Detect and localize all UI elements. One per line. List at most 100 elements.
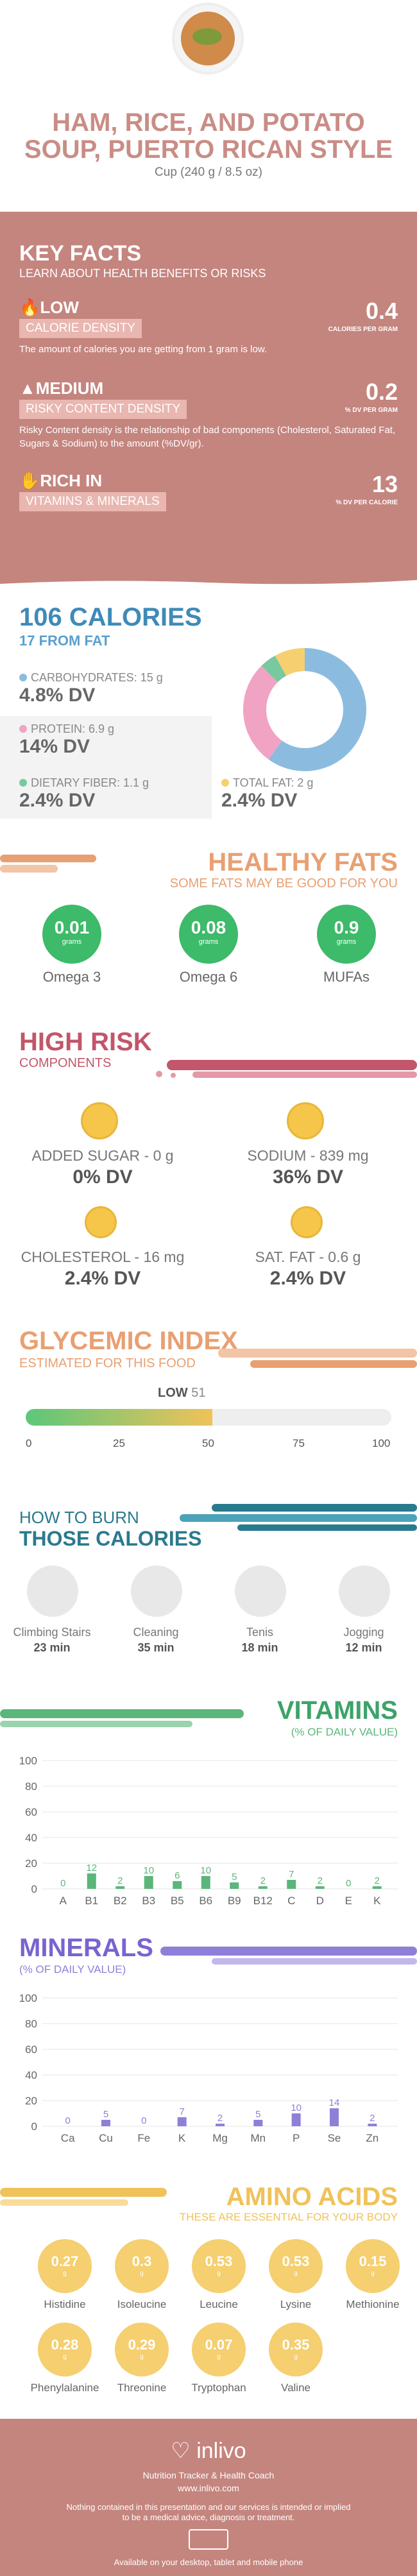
bar-mg: [216, 2124, 225, 2126]
donut-slice-total-fat: [275, 648, 305, 676]
x-tick-label: Mn: [251, 2132, 266, 2144]
risky-density-description: Risky Content density is the relationshi…: [19, 425, 396, 449]
high-risk-section: HIGH RISK COMPONENTS ADDED SUGAR - 0 g 0…: [0, 1014, 417, 1322]
y-tick-label: 60: [25, 2043, 37, 2056]
added-sugar-value: 0% DV: [72, 1166, 133, 1188]
healthy-fats-section: HEALTHY FATS SOME FATS MAY BE GOOD FOR Y…: [0, 834, 417, 1014]
x-tick-label: Fe: [137, 2132, 150, 2144]
bar-b12: [258, 1886, 268, 1889]
y-tick-label: 80: [25, 1780, 37, 1793]
sat-fat-smiley-icon: [291, 1206, 323, 1238]
amino-badge: 0.29 g: [115, 2323, 169, 2376]
amino-value: 0.29: [128, 2337, 156, 2353]
bar-value-label: 0: [65, 2115, 70, 2126]
y-tick-label: 100: [19, 1755, 37, 1767]
amino-unit: g: [63, 2353, 67, 2360]
gi-tick-25: 25: [113, 1437, 125, 1449]
footer-site-link[interactable]: www.inlivo.com: [178, 2483, 239, 2493]
wave-divider: [0, 568, 417, 590]
footer-disclaimer-1: Nothing contained in this presentation a…: [66, 2502, 351, 2512]
decor-stripes: [0, 1709, 244, 1727]
added-sugar-label: ADDED SUGAR - 0 g: [31, 1147, 174, 1164]
bar-value-label: 10: [200, 1865, 211, 1876]
omega6-label: Omega 6: [179, 969, 238, 985]
amino-value: 0.28: [51, 2337, 79, 2353]
calorie-density-unit: CALORIES PER GRAM: [328, 326, 398, 333]
healthy-fats-title: HEALTHY FATS: [208, 848, 398, 876]
amino-badge: 0.53 g: [192, 2239, 246, 2293]
calories-from-fat: 17 FROM FAT: [19, 633, 110, 649]
warning-icon: ▲: [19, 379, 36, 398]
bar-c: [287, 1880, 296, 1889]
decor-stripes: [180, 1504, 417, 1531]
bar-b3: [144, 1876, 153, 1889]
risky-density-label: RISKY CONTENT DENSITY: [19, 400, 187, 419]
calorie-density-level: LOW: [40, 298, 80, 317]
vitamins-section: VITAMINS (% OF DAILY VALUE) 0 20 40 60 80 100…: [0, 1687, 417, 1925]
amino-label: Histidine: [44, 2298, 86, 2310]
amino-badge: 0.3 g: [115, 2239, 169, 2293]
bar-value-label: 7: [289, 1869, 294, 1880]
mufas-label: MUFAs: [323, 969, 370, 985]
bar-value-label: 10: [291, 2103, 302, 2113]
amino-label: Lysine: [280, 2298, 312, 2310]
bar-k: [177, 2117, 187, 2126]
calorie-density-value: 0.4: [365, 298, 398, 324]
bar-se: [330, 2108, 339, 2126]
rich-in-unit: % DV PER CALORIE: [336, 499, 398, 506]
tennis-label: Tenis: [246, 1626, 274, 1639]
sat-fat-label: SAT. FAT - 0.6 g: [255, 1249, 361, 1265]
protein-dot: [19, 725, 27, 733]
bar-value-label: 14: [329, 2097, 340, 2108]
amino-acids-title: AMINO ACIDS: [226, 2183, 398, 2211]
amino-badge: 0.53 g: [269, 2239, 323, 2293]
amino-label: Leucine: [200, 2298, 238, 2310]
x-tick-label: B3: [142, 1895, 155, 1907]
amino-unit: g: [63, 2270, 67, 2277]
minerals-bar-chart: 0 20 40 60 80 100 0 Ca 5 Cu 0 Fe 7 K 2 Mg 5 Mn 10 P 14 Se 2 Zn: [19, 1992, 398, 2144]
bar-value-label: 10: [143, 1865, 154, 1876]
cholesterol-label: CHOLESTEROL - 16 mg: [21, 1249, 185, 1265]
protein-value: 14% DV: [19, 736, 90, 757]
bar-p: [291, 2113, 301, 2126]
bar-zn: [368, 2124, 377, 2126]
cholesterol-smiley-icon: [85, 1206, 117, 1238]
x-tick-label: P: [293, 2132, 300, 2144]
sodium-value: 36% DV: [272, 1166, 344, 1188]
bar-k: [372, 1886, 382, 1889]
header: HAM, RICE, AND POTATO SOUP, PUERTO RICAN…: [0, 0, 417, 212]
bar-value-label: 5: [103, 2109, 108, 2120]
protein-row-bg: [0, 716, 212, 767]
amino-value: 0.27: [51, 2253, 79, 2269]
carbs-dot: [19, 674, 27, 681]
omega6-unit: grams: [198, 938, 219, 946]
bar-b6: [201, 1876, 210, 1889]
amino-label: Isoleucine: [117, 2298, 167, 2310]
x-tick-label: Mg: [212, 2132, 228, 2144]
carbs-value: 4.8% DV: [19, 685, 96, 706]
donut-slice-protein: [243, 665, 283, 760]
amino-badge: 0.07 g: [192, 2323, 246, 2376]
bar-value-label: 2: [260, 1875, 266, 1886]
bar-mn: [253, 2120, 263, 2126]
cholesterol-value: 2.4% DV: [64, 1268, 141, 1289]
risky-density-tag: ▲MEDIUM RISKY CONTENT DENSITY: [19, 379, 187, 419]
amino-label: Threonine: [117, 2382, 167, 2394]
x-tick-label: B5: [171, 1895, 184, 1907]
carbs-stat: CARBOHYDRATES: 15 g 4.8% DV: [19, 671, 163, 706]
climbing-stairs-label: Climbing Stairs: [13, 1626, 91, 1639]
decor-stripes: [218, 1349, 417, 1368]
amino-acids-section: AMINO ACIDS THESE ARE ESSENTIAL FOR YOUR…: [0, 2169, 417, 2419]
calories-section: 106 CALORIES 17 FROM FAT CARBOHYDRATES: …: [0, 590, 417, 834]
amino-label: Tryptophan: [191, 2382, 246, 2394]
fiber-label: DIETARY FIBER: 1.1 g: [31, 776, 149, 789]
amino-value: 0.53: [282, 2253, 310, 2269]
x-tick-label: B1: [85, 1895, 98, 1907]
fat-label: TOTAL FAT: 2 g: [233, 776, 314, 789]
mufas-value: 0.9: [334, 917, 359, 937]
calories-donut-chart: [243, 648, 366, 771]
bar-value-label: 12: [86, 1863, 97, 1873]
hand-icon: ✋: [19, 471, 40, 490]
calorie-density-tag: 🔥LOW CALORIE DENSITY: [19, 298, 142, 338]
cleaning-icon: [131, 1565, 182, 1617]
